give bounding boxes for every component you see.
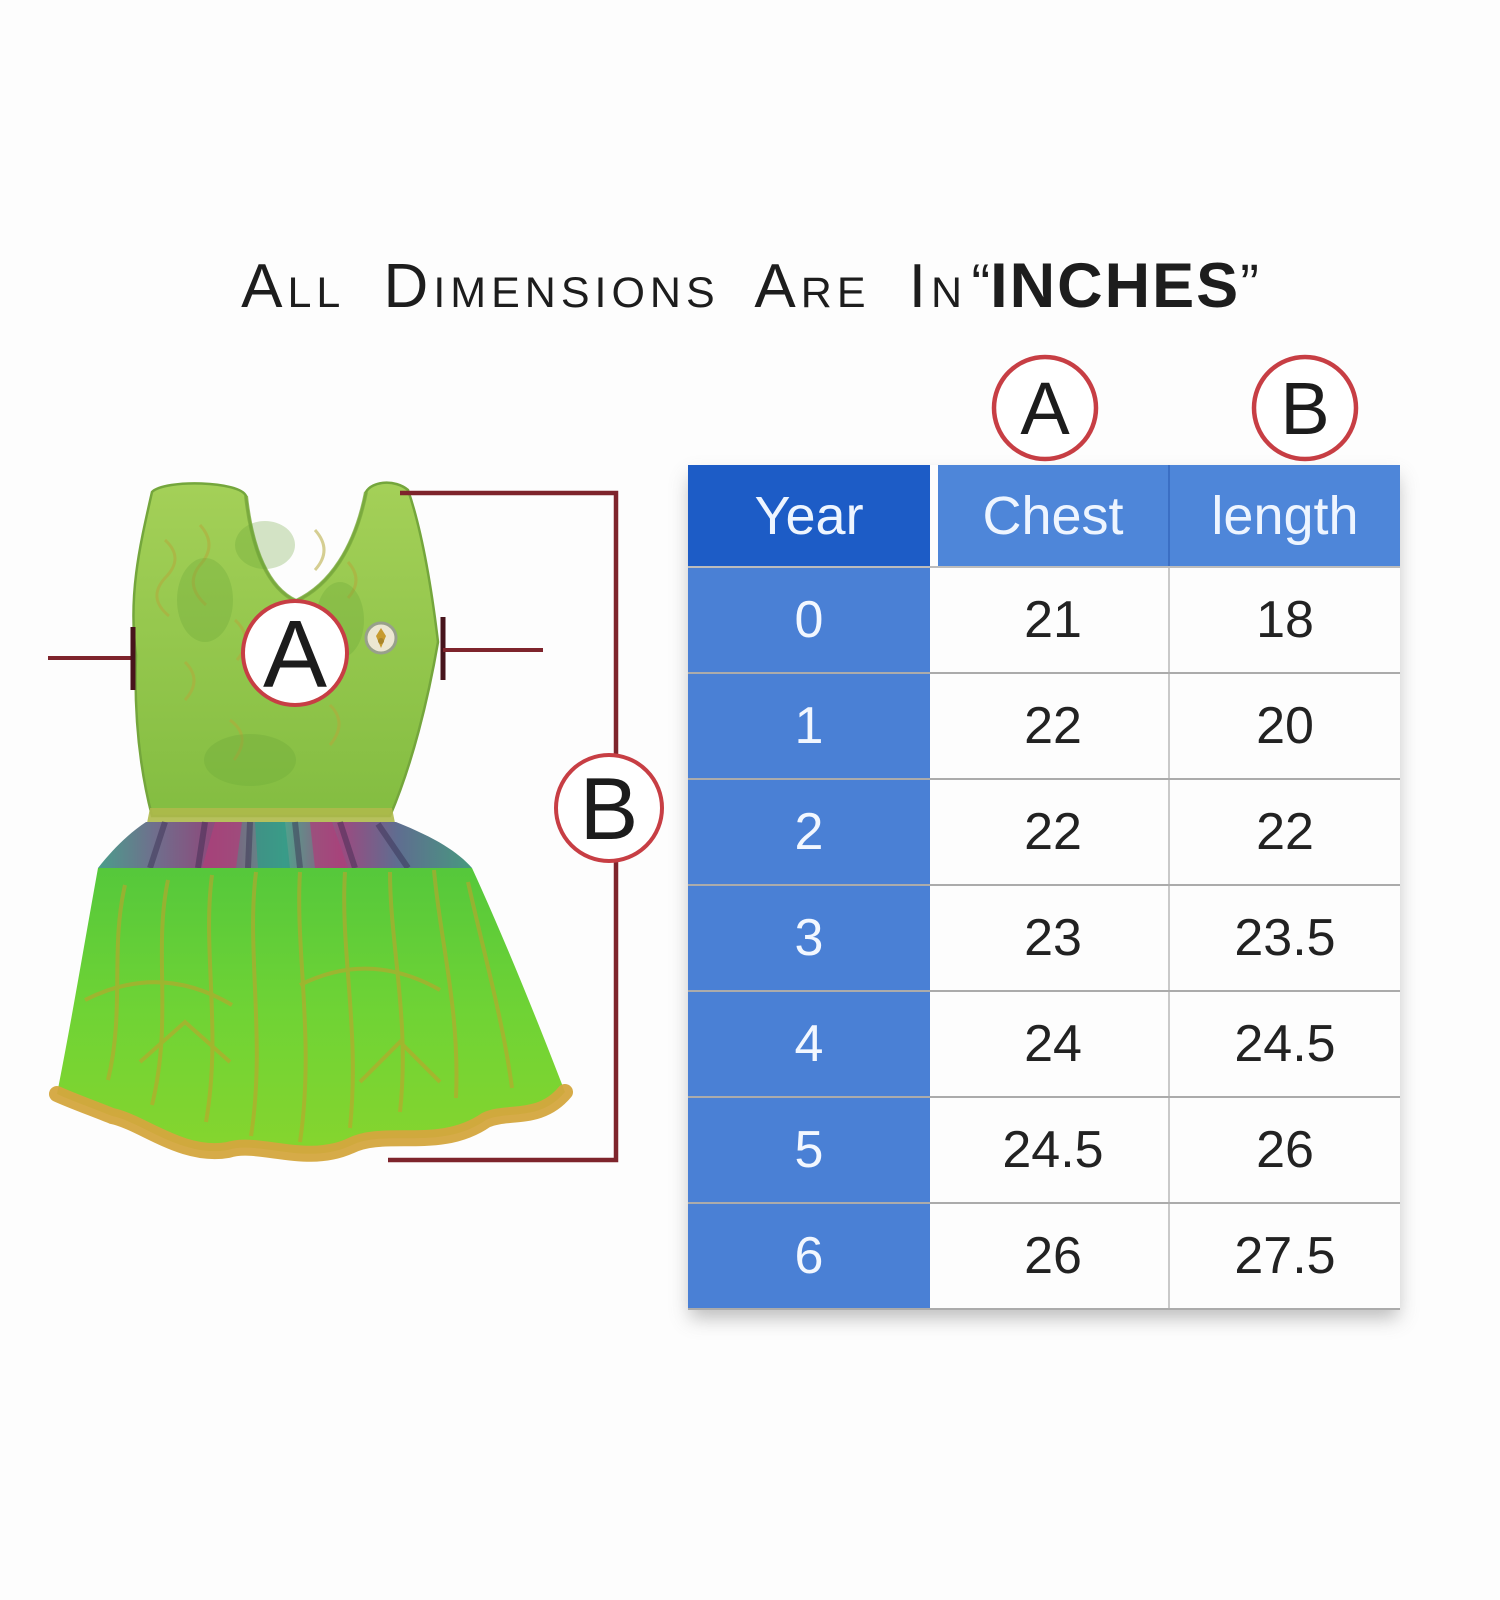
dress-illustration <box>49 481 573 1162</box>
title-quote-open: “ <box>971 252 991 315</box>
size-table: Year Chest length 0 21 18 1 22 20 2 22 2… <box>688 465 1400 1310</box>
cell-length: 22 <box>1168 780 1400 884</box>
cell-length: 26 <box>1168 1098 1400 1202</box>
cell-chest: 23 <box>938 886 1168 990</box>
page-title: All Dimensions Are In “INCHES” <box>0 250 1500 322</box>
cell-length: 24.5 <box>1168 992 1400 1096</box>
column-circle-a-label: A <box>1020 367 1070 450</box>
cell-year: 2 <box>688 780 930 884</box>
cell-chest: 21 <box>938 568 1168 672</box>
table-row: 4 24 24.5 <box>688 992 1400 1098</box>
column-gap <box>930 465 938 566</box>
title-quote-close: ” <box>1240 252 1259 315</box>
cell-year: 5 <box>688 1098 930 1202</box>
table-header-row: Year Chest length <box>688 465 1400 568</box>
dress-badge <box>364 621 398 655</box>
table-row: 0 21 18 <box>688 568 1400 674</box>
cell-chest: 22 <box>938 674 1168 778</box>
measurement-line-a-left <box>48 627 136 690</box>
measure-circle-b-label: B <box>580 759 639 858</box>
column-header-chest: Chest <box>938 465 1168 566</box>
cell-chest: 22 <box>938 780 1168 884</box>
cell-chest: 26 <box>938 1204 1168 1308</box>
dress-hem-trim <box>49 1084 573 1162</box>
dress-sash-pleats <box>147 821 411 870</box>
column-header-year: Year <box>688 465 930 566</box>
cell-length: 20 <box>1168 674 1400 778</box>
cell-chest: 24 <box>938 992 1168 1096</box>
title-text: All Dimensions Are In <box>241 252 968 321</box>
column-circle-a: A <box>991 354 1099 462</box>
table-row: 2 22 22 <box>688 780 1400 886</box>
measure-circle-a-label: A <box>263 601 327 708</box>
title-unit: INCHES <box>990 251 1241 321</box>
cell-year: 4 <box>688 992 930 1096</box>
measure-circle-b: B <box>554 753 664 863</box>
column-circle-b: B <box>1251 354 1359 462</box>
measure-circle-a: A <box>241 599 349 708</box>
table-row: 1 22 20 <box>688 674 1400 780</box>
cell-year: 1 <box>688 674 930 778</box>
table-row: 5 24.5 26 <box>688 1098 1400 1204</box>
table-row: 6 26 27.5 <box>688 1204 1400 1310</box>
dress-skirt-pattern <box>84 869 514 1143</box>
table-row: 3 23 23.5 <box>688 886 1400 992</box>
cell-year: 0 <box>688 568 930 672</box>
dress-sash-patches <box>202 822 348 868</box>
cell-length: 18 <box>1168 568 1400 672</box>
cell-length: 23.5 <box>1168 886 1400 990</box>
column-header-length: length <box>1168 465 1400 566</box>
cell-year: 6 <box>688 1204 930 1308</box>
cell-length: 27.5 <box>1168 1204 1400 1308</box>
cell-chest: 24.5 <box>938 1098 1168 1202</box>
column-circle-b-label: B <box>1280 367 1329 450</box>
cell-year: 3 <box>688 886 930 990</box>
measurement-line-a-right <box>440 617 543 680</box>
measurement-annotations: A B <box>48 490 664 1163</box>
